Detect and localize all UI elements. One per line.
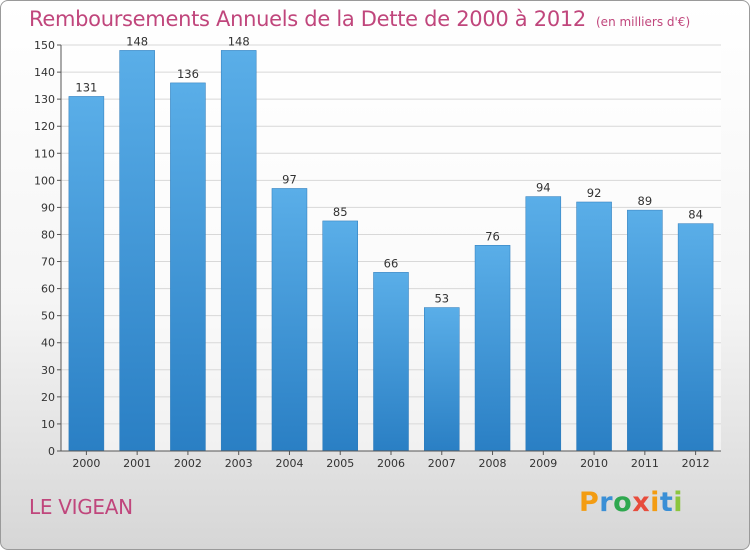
logo-letter: P <box>579 487 600 518</box>
chart-title-block: Remboursements Annuels de la Dette de 20… <box>29 7 690 31</box>
x-tick-label-2012: 2012 <box>682 457 710 470</box>
x-tick-label-2005: 2005 <box>326 457 354 470</box>
data-label-2002: 136 <box>177 67 199 81</box>
y-tick-label-20: 20 <box>41 391 55 404</box>
y-tick-label-60: 60 <box>41 283 55 296</box>
y-tick-label-80: 80 <box>41 228 55 241</box>
commune-name: LE VIGEAN <box>29 495 133 519</box>
y-tick-label-130: 130 <box>34 93 55 106</box>
bar-2007 <box>424 307 460 452</box>
y-tick-label-120: 120 <box>34 120 55 133</box>
y-tick-label-0: 0 <box>48 445 55 458</box>
data-labels: 131 148 136 148 97 85 66 53 76 94 92 89 84 <box>75 34 703 305</box>
x-tick-label-2003: 2003 <box>225 457 253 470</box>
data-label-2011: 89 <box>638 194 653 208</box>
logo-letter: r <box>599 487 614 518</box>
bar-2000 <box>68 96 105 452</box>
y-tick-label-150: 150 <box>34 39 55 52</box>
bar-2001 <box>119 50 155 452</box>
x-tick-label-2002: 2002 <box>174 457 202 470</box>
bar-2003 <box>220 50 257 452</box>
logo-letter: x <box>632 487 651 518</box>
y-tick-label-30: 30 <box>41 364 55 377</box>
logo-letter: o <box>613 487 633 518</box>
y-tick-label-140: 140 <box>34 66 55 79</box>
bar-2010 <box>576 201 612 452</box>
data-label-2010: 92 <box>587 186 602 200</box>
x-tick-label-2010: 2010 <box>580 457 608 470</box>
data-label-2007: 53 <box>434 292 449 306</box>
bar-2004 <box>271 188 308 452</box>
bar-2011 <box>627 209 663 452</box>
data-label-2005: 85 <box>333 205 348 219</box>
bar-2012 <box>677 223 714 452</box>
x-tick-label-2007: 2007 <box>428 457 456 470</box>
y-tick-label-90: 90 <box>41 201 55 214</box>
x-tick-label-2001: 2001 <box>123 457 151 470</box>
y-tick-label-10: 10 <box>41 418 55 431</box>
y-tick-label-110: 110 <box>34 147 55 160</box>
proxiti-logo: Proxiti <box>579 487 683 518</box>
bars <box>68 50 714 452</box>
x-tick-label-2004: 2004 <box>275 457 303 470</box>
bar-2006 <box>373 272 409 452</box>
data-label-2009: 94 <box>536 181 551 195</box>
x-tick-label-2006: 2006 <box>377 457 405 470</box>
data-label-2012: 84 <box>688 208 703 222</box>
x-tick-label-2008: 2008 <box>479 457 507 470</box>
bar-2005 <box>322 220 358 452</box>
chart-unit-note: (en milliers d'€) <box>596 15 691 29</box>
axes: 0 10 20 30 40 50 60 70 80 90 100 110 120 130 140 150 200… <box>34 39 721 470</box>
x-tick-label-2000: 2000 <box>72 457 100 470</box>
bar-2009 <box>525 196 562 452</box>
logo-letter: t <box>659 487 674 518</box>
x-tick-label-2011: 2011 <box>631 457 659 470</box>
bar-2008 <box>474 245 511 452</box>
y-tick-label-40: 40 <box>41 337 55 350</box>
x-tick-label-2009: 2009 <box>529 457 557 470</box>
y-tick-label-70: 70 <box>41 256 55 269</box>
data-label-2003: 148 <box>228 34 250 48</box>
bar-2002 <box>170 82 206 452</box>
y-tick-label-50: 50 <box>41 310 55 323</box>
chart-title: Remboursements Annuels de la Dette de 20… <box>29 7 586 31</box>
y-tick-label-100: 100 <box>34 174 55 187</box>
data-label-2001: 148 <box>126 34 148 48</box>
logo-letter: i <box>650 487 660 518</box>
data-label-2006: 66 <box>384 256 399 270</box>
data-label-2008: 76 <box>485 229 500 243</box>
logo-letter: i <box>673 487 684 518</box>
data-label-2004: 97 <box>282 172 297 186</box>
data-label-2000: 131 <box>75 80 97 94</box>
